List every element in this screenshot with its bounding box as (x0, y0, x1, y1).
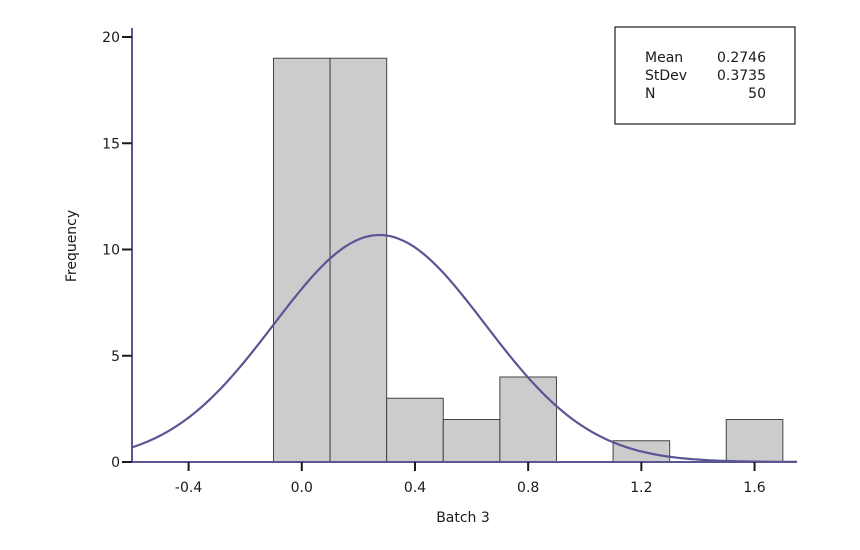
y-tick-label: 20 (102, 30, 120, 46)
y-tick-label: 10 (102, 243, 120, 259)
histogram-bar-2 (386, 397, 444, 463)
stats-stdev-value: 0.3735 (717, 68, 766, 84)
stats-n-value: 50 (748, 86, 766, 102)
histogram-bar-3 (442, 419, 501, 463)
histogram-bar-1 (329, 57, 388, 463)
fit-curve-layer (131, 233, 798, 464)
y-axis-title: Frequency (64, 210, 80, 282)
y-tick-label: 5 (111, 349, 120, 365)
x-tick-label: 0.0 (291, 480, 313, 496)
x-tick-label: 1.2 (630, 480, 652, 496)
x-tick-label: 0.8 (517, 480, 539, 496)
stats-mean-label: Mean (645, 50, 683, 66)
x-axis-title: Batch 3 (436, 510, 490, 526)
stats-box-frame (614, 26, 796, 125)
x-tick-label: 0.4 (404, 480, 426, 496)
x-tick-label: 1.6 (743, 480, 765, 496)
histogram-bars (272, 57, 784, 463)
stats-box: Mean 0.2746 StDev 0.3735 N 50 (614, 26, 796, 125)
y-tick-label: 15 (102, 136, 120, 152)
stats-mean-value: 0.2746 (717, 50, 766, 66)
histogram-bar-4 (499, 376, 557, 463)
normal-fit-curve (131, 233, 798, 464)
histogram-bar-8 (725, 419, 784, 463)
stats-stdev-label: StDev (645, 68, 687, 84)
y-tick-label: 0 (111, 455, 120, 471)
axes (131, 28, 797, 463)
x-tick-label: -0.4 (175, 480, 202, 496)
histogram-bar-0 (272, 57, 331, 463)
stats-n-label: N (645, 86, 655, 102)
ticks: 0 5 10 15 20 -0.4 0.0 0.4 0.8 1.2 1.6 (102, 30, 766, 496)
